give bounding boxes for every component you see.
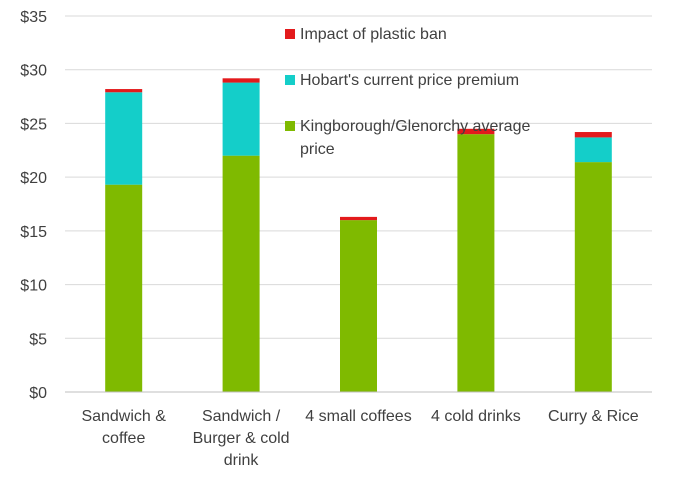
y-tick-label: $0 xyxy=(29,385,47,402)
category-labels: Sandwich & coffee Sandwich / Burger & cold d… xyxy=(81,408,638,469)
legend-label: Kingborough/Glenorchy average price xyxy=(300,118,530,158)
y-tick-labels: $0 $5 $10 $15 $20 $25 $30 $35 xyxy=(20,9,47,402)
y-tick-label: $5 xyxy=(29,331,47,348)
legend-swatch xyxy=(285,29,295,39)
y-tick-label: $25 xyxy=(20,116,47,133)
bar-segment-series-2-cat-2 xyxy=(340,216,377,221)
bar-segment-series-0-cat-4 xyxy=(574,162,612,392)
bar-segment-series-1-cat-4 xyxy=(574,137,612,163)
category-label: Sandwich / Burger & cold drink xyxy=(193,408,290,469)
bars xyxy=(105,78,612,392)
legend-label: Impact of plastic ban xyxy=(300,26,447,43)
bar-segment-series-0-cat-1 xyxy=(222,155,260,392)
bar-segment-series-0-cat-2 xyxy=(340,220,377,392)
legend-label: Hobart's current price premium xyxy=(300,72,519,89)
category-label: 4 small coffees xyxy=(305,408,411,425)
legend: Impact of plastic ban Hobart's current pr… xyxy=(285,26,530,158)
category-label: Curry & Rice xyxy=(548,408,639,425)
bar-segment-series-1-cat-0 xyxy=(105,92,143,185)
bar-segment-series-2-cat-3 xyxy=(457,128,495,135)
bar-segment-series-1-cat-1 xyxy=(222,82,260,156)
y-tick-label: $15 xyxy=(20,224,47,241)
bar-segment-series-0-cat-0 xyxy=(105,184,143,392)
bar-segment-series-2-cat-1 xyxy=(222,78,260,83)
bar-segment-series-2-cat-0 xyxy=(105,89,143,93)
y-tick-label: $30 xyxy=(20,63,47,80)
y-tick-label: $20 xyxy=(20,170,47,187)
bar-segment-series-0-cat-3 xyxy=(457,134,495,392)
legend-swatch xyxy=(285,121,295,131)
bar-segment-series-2-cat-4 xyxy=(574,132,612,138)
category-label: 4 cold drinks xyxy=(431,408,521,425)
y-tick-label: $35 xyxy=(20,9,47,26)
y-tick-label: $10 xyxy=(20,278,47,295)
category-label: Sandwich & coffee xyxy=(81,408,166,447)
legend-swatch xyxy=(285,75,295,85)
